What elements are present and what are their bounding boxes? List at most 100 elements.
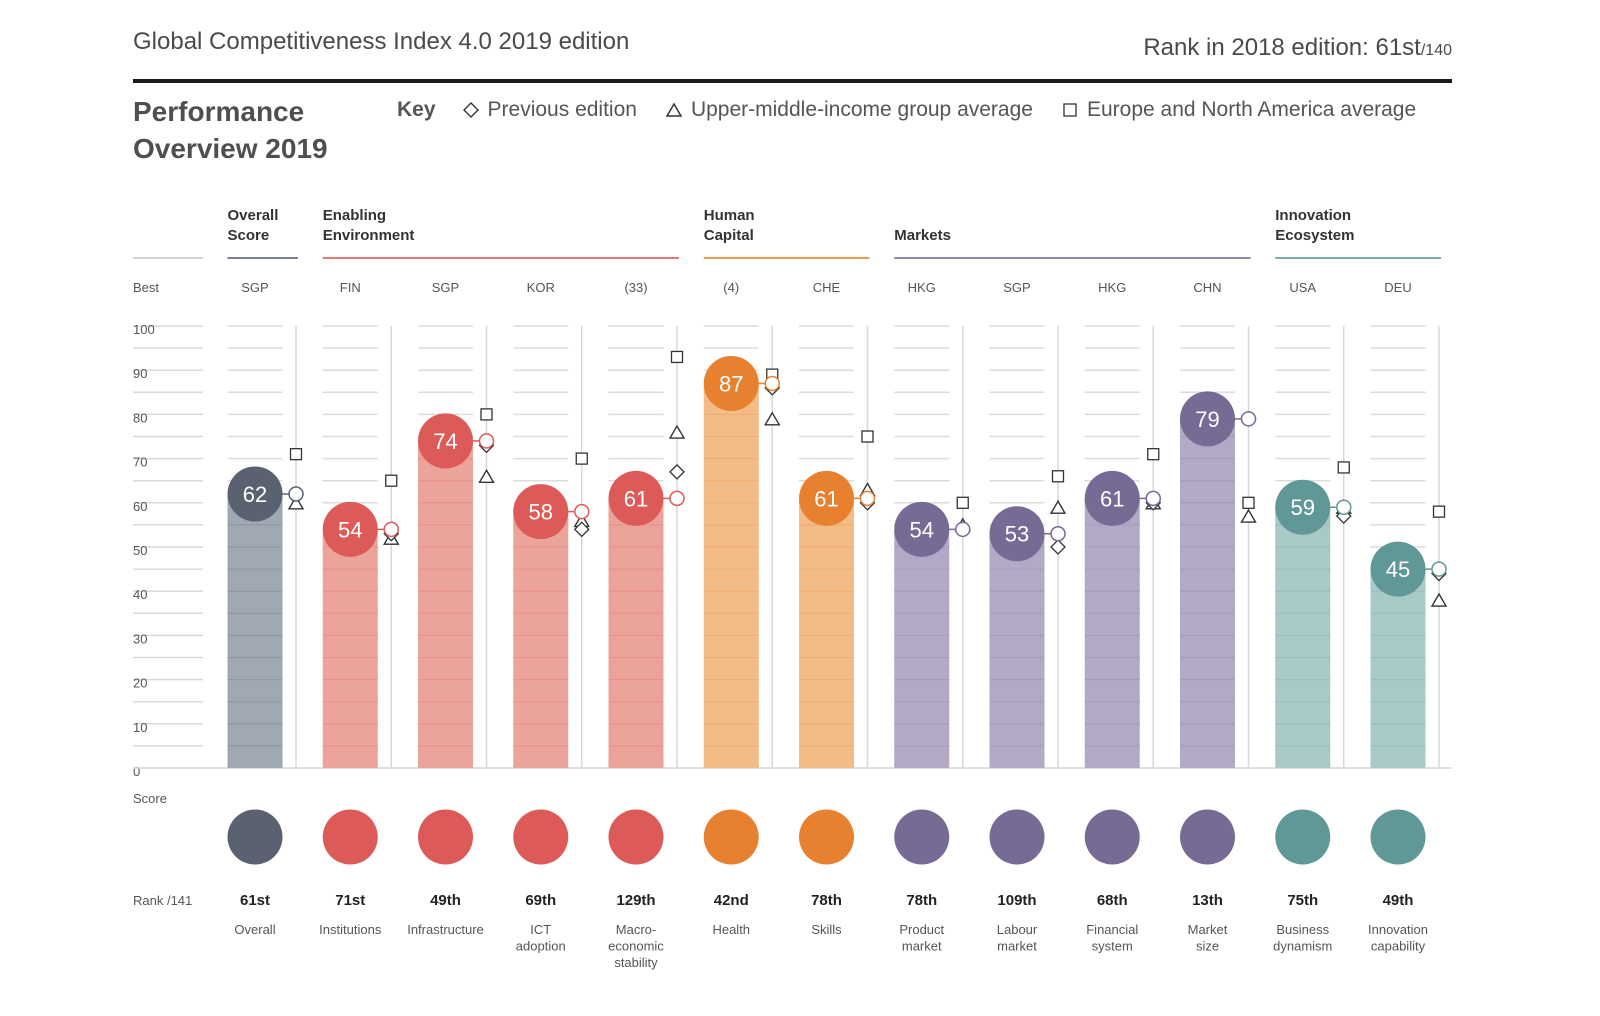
y-tick-label: 70 (133, 455, 147, 470)
y-tick-label: 80 (133, 410, 147, 425)
category-label: Business (1276, 922, 1329, 937)
score-bar (703, 383, 759, 768)
y-tick-label: 90 (133, 366, 147, 381)
category-label: Institutions (319, 922, 382, 937)
score-bar (1370, 569, 1426, 768)
pillar-color-dot (418, 809, 473, 865)
category-label: system (1092, 939, 1133, 954)
rank-section: 61st Overall 71st Institutions 49th Infrastru… (227, 809, 1428, 970)
legend-label: Previous edition (487, 98, 637, 121)
score-position-marker (1336, 499, 1352, 515)
section-title-line2: Overview 2019 (133, 133, 328, 164)
rank-value: 75th (1287, 892, 1318, 909)
best-row-label: Best (133, 280, 159, 295)
legend-item-upper-middle-income: Upper-middle-income group average (665, 98, 1033, 122)
upper-middle-income-average-marker (668, 424, 686, 439)
best-performer-label: DEU (1384, 280, 1411, 295)
rank-row-label: Rank /141 (133, 893, 192, 908)
europe-na-average-marker (956, 496, 969, 509)
score-value-label: 62 (243, 482, 267, 507)
upper-middle-income-average-marker (1240, 508, 1257, 523)
rank-value: 13th (1192, 892, 1223, 909)
score-circle (322, 501, 378, 557)
score-position-marker (1431, 561, 1447, 577)
category-label: Macro- (616, 922, 656, 937)
rank-value: 68th (1097, 892, 1128, 909)
best-performer-label: SGP (432, 280, 459, 295)
pillar-color-dot (1370, 809, 1426, 865)
y-tick-label: 30 (133, 631, 147, 646)
score-position-marker (764, 375, 780, 392)
best-performer-label: HKG (1098, 280, 1126, 295)
best-performer-label: FIN (340, 280, 361, 295)
score-bar (989, 533, 1045, 768)
best-performer-label: SGP (241, 280, 268, 295)
markers (287, 350, 1448, 607)
best-performer-label: (4) (723, 280, 739, 295)
score-position-marker (574, 503, 590, 520)
score-circle (799, 470, 854, 526)
rank-value: 61st (240, 892, 270, 909)
category-label: economic (608, 939, 664, 954)
europe-na-average-marker (385, 474, 398, 487)
best-performer-label: KOR (527, 280, 555, 295)
legend-title: Key (397, 98, 436, 121)
score-position-marker (955, 521, 971, 538)
section-title: Performance Overview 2019 (133, 93, 373, 167)
pillar-color-dot (1180, 809, 1235, 865)
category-label: Health (712, 922, 750, 937)
score-bar (608, 498, 664, 768)
category-label: dynamism (1273, 939, 1332, 954)
score-value-label: 54 (338, 517, 362, 542)
category-label: size (1196, 939, 1219, 954)
pillar-title-line1: Innovation (1275, 207, 1351, 224)
score-circle (894, 501, 950, 557)
score-circle (1275, 479, 1331, 535)
europe-na-average-marker (1147, 448, 1160, 461)
score-circle (1370, 541, 1426, 597)
pillar-color-dot (227, 809, 283, 865)
upper-middle-income-average-marker (478, 468, 495, 483)
score-value-label: 45 (1386, 557, 1410, 582)
rank-value: 129th (616, 892, 655, 909)
score-circle (513, 484, 569, 540)
best-performer-label: USA (1289, 280, 1316, 295)
legend: Key Previous edition Upper-middle-income… (397, 98, 1416, 122)
score-position-marker (288, 486, 304, 502)
score-axis-label: Score (133, 791, 167, 806)
y-tick-label: 0 (133, 764, 140, 779)
score-position-marker (1050, 525, 1066, 542)
score-position-marker (859, 490, 876, 507)
score-bar (894, 529, 950, 768)
score-circle (703, 355, 759, 411)
score-bar (799, 498, 854, 768)
score-circle (1084, 470, 1140, 526)
europe-na-average-marker (1432, 505, 1446, 518)
score-bar (513, 511, 569, 768)
score-position-marker (669, 490, 685, 507)
score-circle (1180, 391, 1235, 447)
header-divider (133, 79, 1452, 83)
category-label: Product (899, 922, 944, 937)
score-bar (1084, 498, 1140, 768)
score-value-label: 53 (1005, 522, 1029, 547)
document-title: Global Competitiveness Index 4.0 2019 ed… (133, 28, 630, 55)
rank-value: 78th (811, 892, 842, 909)
rank-value: 109th (997, 892, 1036, 909)
legend-item-previous-edition: Previous edition (462, 98, 637, 122)
europe-na-average-marker (289, 448, 303, 461)
pillar-color-dot (1084, 809, 1140, 865)
section-title-line1: Performance (133, 96, 305, 127)
score-value-label: 74 (433, 429, 457, 454)
category-label: Innovation (1368, 922, 1428, 937)
rank-2018-suffix: /140 (1420, 42, 1452, 59)
y-axis: 0 10 20 30 40 50 60 70 80 90 100 (133, 257, 1452, 779)
upper-middle-income-average-marker (764, 411, 781, 426)
pillar-color-dot (1275, 809, 1331, 865)
score-value-label: 59 (1291, 495, 1315, 520)
best-performer-label: CHE (813, 280, 841, 295)
category-label: Market (1188, 922, 1228, 937)
score-value-label: 54 (910, 517, 934, 542)
best-performer-label: CHN (1193, 280, 1221, 295)
triangle-icon (665, 102, 683, 117)
